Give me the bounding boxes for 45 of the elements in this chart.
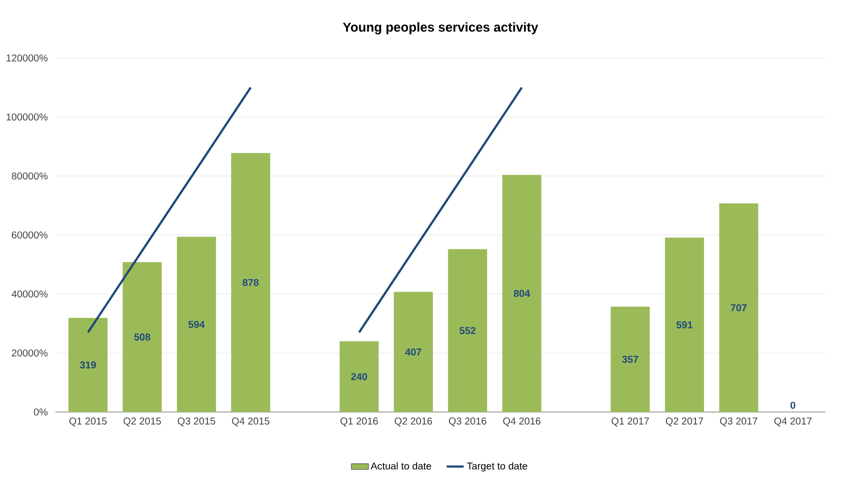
y-tick-label: 40000% (12, 290, 48, 298)
data-label: 552 (460, 327, 476, 334)
bar (502, 174, 542, 412)
x-tick-label: Q2 2015 (124, 418, 161, 426)
data-label: 319 (80, 361, 96, 368)
y-tick-label: 60000% (12, 231, 48, 239)
data-label: 240 (351, 373, 368, 380)
data-label: 357 (622, 356, 638, 363)
legend-label: Target to date (466, 462, 528, 472)
x-tick-label: Q3 2016 (448, 418, 486, 426)
data-label: 591 (676, 321, 693, 328)
data-label: 407 (405, 348, 422, 356)
data-label: 508 (134, 334, 150, 341)
chart-title: Young peoples services activity (342, 22, 538, 34)
x-tick-label: Q2 2016 (394, 418, 432, 426)
bar (394, 292, 433, 412)
y-tick-label: 80000% (12, 172, 48, 180)
bar (448, 249, 488, 412)
x-tick-label: Q3 2015 (178, 418, 216, 426)
bar (176, 236, 216, 412)
data-label: 804 (514, 290, 530, 297)
bar (122, 262, 162, 412)
bar (719, 203, 758, 412)
x-tick-label: Q1 2015 (69, 418, 107, 426)
y-tick-label: 0% (34, 408, 48, 416)
x-tick-label: Q4 2016 (503, 418, 540, 426)
x-tick-label: Q4 2015 (232, 418, 270, 426)
data-label: 594 (188, 320, 205, 328)
legend-label: Actual to date (370, 462, 432, 470)
x-tick-label: Q1 2017 (612, 418, 649, 426)
bar (68, 318, 108, 412)
bar (610, 306, 650, 412)
data-label: 707 (730, 304, 747, 312)
y-tick-label: 120000% (6, 54, 48, 62)
y-tick-label: 100000% (6, 113, 48, 121)
x-tick-label: Q4 2017 (774, 418, 812, 426)
bar (664, 238, 704, 412)
bar (231, 152, 270, 412)
x-tick-label: Q1 2016 (340, 418, 378, 426)
data-label: 878 (242, 278, 259, 286)
data-label: 0 (790, 402, 796, 409)
x-tick-label: Q2 2017 (666, 418, 704, 426)
bar (340, 341, 379, 412)
x-tick-label: Q3 2017 (720, 418, 758, 426)
y-tick-label: 20000% (12, 349, 48, 357)
